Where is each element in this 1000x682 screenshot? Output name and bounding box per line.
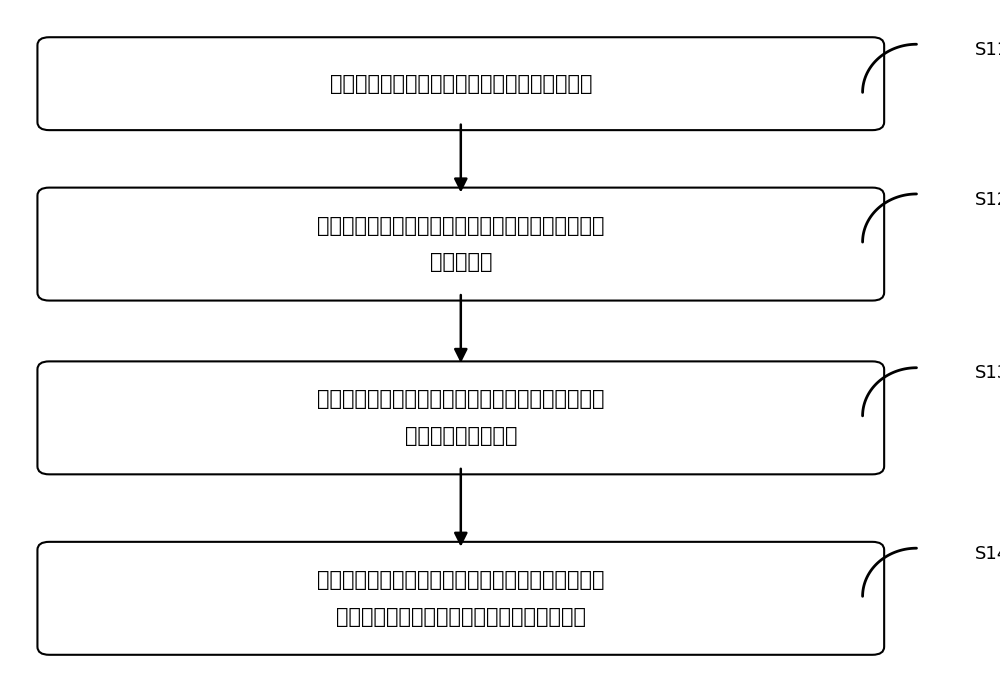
FancyBboxPatch shape <box>37 188 884 301</box>
Text: S14: S14 <box>975 545 1000 563</box>
FancyBboxPatch shape <box>37 38 884 130</box>
FancyBboxPatch shape <box>37 361 884 475</box>
Text: S11: S11 <box>975 41 1000 59</box>
Text: 获取依据修正后的系统模型中的非目标控制参数，计: 获取依据修正后的系统模型中的非目标控制参数，计 <box>317 570 605 590</box>
Text: S12: S12 <box>975 191 1000 209</box>
Text: 到修正后的系统模型: 到修正后的系统模型 <box>405 426 517 446</box>
Text: 间系统模型: 间系统模型 <box>430 252 492 273</box>
FancyBboxPatch shape <box>37 542 884 655</box>
Text: 算得到的修正后的系统模型中的目标控制参数: 算得到的修正后的系统模型中的目标控制参数 <box>336 607 586 627</box>
Text: S13: S13 <box>975 364 1000 383</box>
Text: 对中间系统模型进行区域间的模型耦合修正操作，得: 对中间系统模型进行区域间的模型耦合修正操作，得 <box>317 389 605 409</box>
Text: 获取位于能源分析区域内的目标系统的系统模型: 获取位于能源分析区域内的目标系统的系统模型 <box>330 74 592 93</box>
Text: 对系统模型进行区域内的模型耦合修正操作，得到中: 对系统模型进行区域内的模型耦合修正操作，得到中 <box>317 216 605 236</box>
